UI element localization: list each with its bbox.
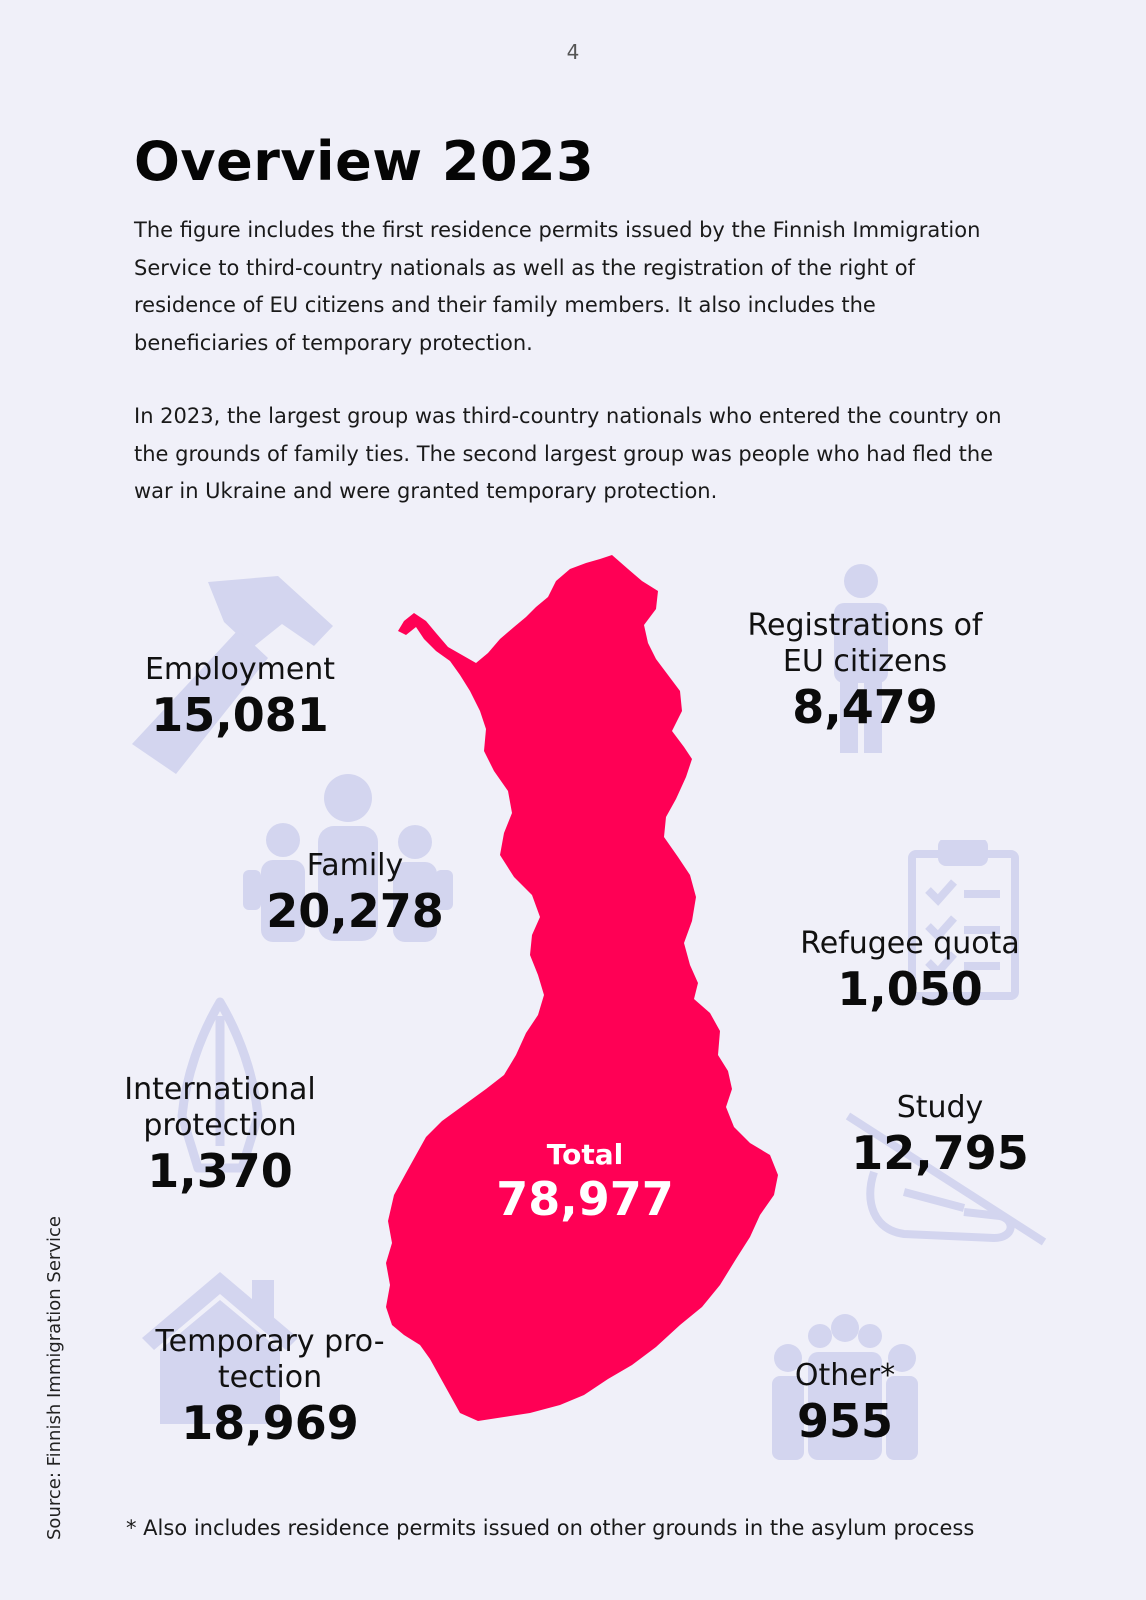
clipboard-icon [906, 840, 1021, 1000]
intro-paragraph-2: In 2023, the largest group was third-cou… [134, 404, 1002, 503]
stat-refugee-quota: Refugee quota 1,050 [790, 926, 1030, 1016]
stat-temporary-protection: Temporary pro- tection 18,969 [140, 1324, 400, 1450]
family-value: 20,278 [266, 884, 444, 938]
praying-hands-icon [170, 996, 270, 1176]
stat-international-protection: International protection 1,370 [105, 1072, 335, 1198]
hammer-icon [128, 570, 338, 780]
other-label: Other* [794, 1358, 896, 1393]
source-note: Source: Finnish Immigration Service [44, 1216, 65, 1540]
house-icon [140, 1268, 300, 1428]
stat-study: Study 12,795 [840, 1090, 1040, 1180]
stat-other: Other* 955 [770, 1358, 920, 1448]
finland-map [380, 555, 800, 1459]
other-value: 955 [796, 1394, 894, 1448]
international-protection-label-1: International [124, 1072, 316, 1107]
intro-text: The figure includes the first residence … [134, 212, 1004, 547]
footnote: * Also includes residence permits issued… [126, 1516, 975, 1540]
total-value: 78,977 [496, 1172, 674, 1226]
page-number: 4 [566, 40, 580, 64]
temporary-protection-label-1: Temporary pro- [155, 1324, 385, 1359]
stat-eu-registrations: Registrations of EU citizens 8,479 [740, 608, 990, 734]
writing-hand-icon [844, 1112, 1049, 1247]
international-protection-value: 1,370 [147, 1144, 293, 1198]
finland-shape [386, 555, 778, 1421]
stat-family: Family 20,278 [255, 848, 455, 938]
group-icon [770, 1312, 920, 1462]
eu-registrations-label-1: Registrations of [747, 608, 983, 643]
family-icon [243, 770, 453, 945]
eu-registrations-label-2: EU citizens [782, 644, 948, 679]
temporary-protection-value: 18,969 [181, 1396, 359, 1450]
total-label: Total [546, 1138, 624, 1171]
study-label: Study [896, 1090, 984, 1125]
total-stat: Total 78,977 [485, 1138, 685, 1226]
employment-label: Employment [144, 652, 336, 687]
person-icon [826, 563, 896, 753]
intro-paragraph-1: The figure includes the first residence … [134, 218, 981, 355]
stat-employment: Employment 15,081 [130, 652, 350, 742]
study-value: 12,795 [851, 1126, 1029, 1180]
temporary-protection-label-2: tection [217, 1360, 323, 1395]
international-protection-label-2: protection [143, 1108, 297, 1143]
page-title: Overview 2023 [134, 130, 595, 193]
family-label: Family [306, 848, 404, 883]
employment-value: 15,081 [151, 688, 329, 742]
eu-registrations-value: 8,479 [792, 680, 938, 734]
refugee-quota-label: Refugee quota [800, 926, 1020, 961]
refugee-quota-value: 1,050 [837, 962, 983, 1016]
